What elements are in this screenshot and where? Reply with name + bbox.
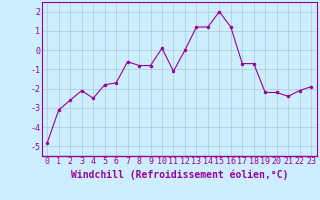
- X-axis label: Windchill (Refroidissement éolien,°C): Windchill (Refroidissement éolien,°C): [70, 169, 288, 180]
